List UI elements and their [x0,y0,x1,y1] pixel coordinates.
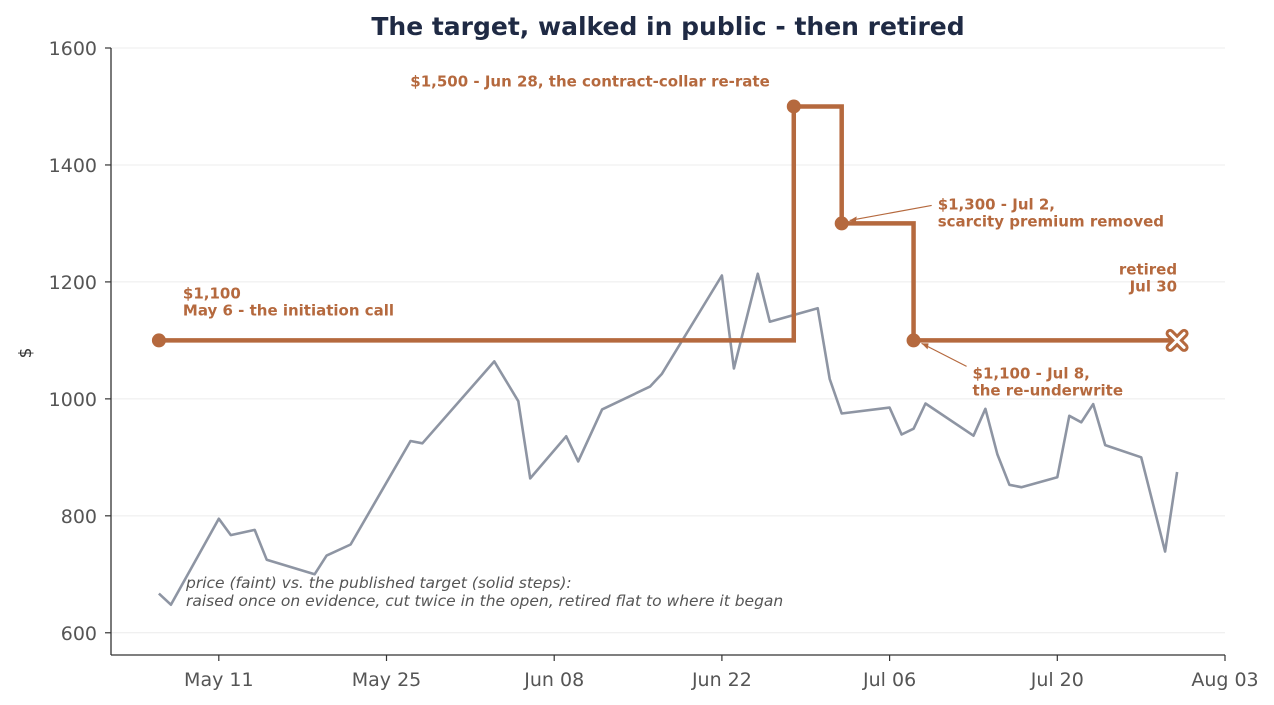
annotation-arrow [849,204,932,222]
target-marker [151,333,166,348]
annotation-line: May 6 - the initiation call [183,301,394,319]
chart-note-line-1: price (faint) vs. the published target (… [185,574,572,592]
y-tick-label: 800 [61,506,97,528]
price-line [158,272,1179,607]
annotation-line: retired [1119,260,1177,278]
x-tick-label: Jul 20 [1030,669,1084,691]
annotation-line: the re-underwrite [973,381,1123,399]
target-series [151,99,1189,352]
annotation-line: $1,100 - Jul 8, [973,364,1090,382]
annotation-label: $1,100 May 6 - the initiation call [183,284,394,319]
annotation-arrowhead [921,343,929,350]
target-step-line [158,104,1178,343]
x-tick-label: Jun 08 [523,669,584,691]
annotation-arrowhead [849,216,857,224]
y-tick-label: 1200 [49,272,97,294]
annotation-arrow [921,342,967,367]
target-marker [906,333,921,348]
chart-note-line-2: raised once on evidence, cut twice in th… [186,592,783,610]
retired-x-marker-inner [1168,331,1186,349]
annotation-label: $1,100 - Jul 8, the re-underwrite [973,364,1123,399]
chart-title: The target, walked in public - then reti… [371,12,964,41]
annotation-line: scarcity premium removed [938,212,1164,230]
target-marker [834,216,849,231]
annotation-line: $1,300 - Jul 2, [938,195,1055,213]
target-marker [786,99,801,114]
annotation-label: retired Jul 30 [1119,260,1177,295]
annotations: $1,100 May 6 - the initiation call $1,500 … [183,72,1177,399]
y-tick-label: 1000 [49,389,97,411]
y-tick-label: 1400 [49,155,97,177]
chart-note: price (faint) vs. the published target (… [185,574,783,610]
axes: 600 800 1000 1200 1400 1600 May 11 May 25 Jun 08… [49,38,1259,691]
annotation-line: $1,100 [183,284,241,302]
x-tick-label: May 25 [352,669,422,691]
y-tick-label: 600 [61,623,97,645]
x-tick-label: May 11 [184,669,254,691]
x-tick-label: Jul 06 [862,669,916,691]
y-tick-label: 1600 [49,38,97,60]
x-tick-label: Aug 03 [1191,669,1258,691]
price-series [158,272,1179,607]
annotation-line: $1,500 - Jun 28, the contract-collar re-… [410,72,770,90]
annotation-line: Jul 30 [1129,277,1178,295]
x-tick-label: Jun 22 [691,669,752,691]
annotation-label: $1,500 - Jun 28, the contract-collar re-… [410,72,770,90]
annotation-label: $1,300 - Jul 2, scarcity premium removed [938,195,1164,230]
y-axis-label: $ [16,348,36,359]
gridlines [111,47,1225,634]
